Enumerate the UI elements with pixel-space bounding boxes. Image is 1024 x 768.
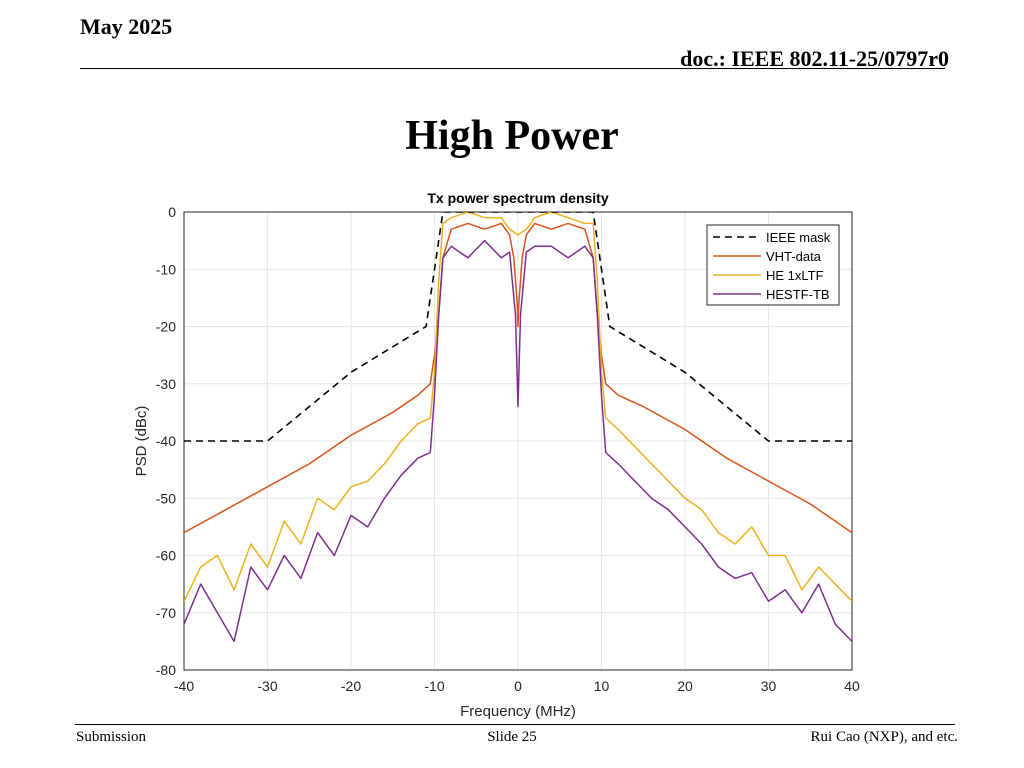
legend-label-he-1xltf: HE 1xLTF <box>766 268 824 283</box>
y-tick-label: -30 <box>156 376 176 392</box>
x-tick-label: 40 <box>844 678 860 694</box>
series-line-vht-data <box>184 222 852 534</box>
legend-label-hestf-tb: HESTF-TB <box>766 287 830 302</box>
legend-label-ieee-mask: IEEE mask <box>766 230 831 245</box>
series-line-ieee-mask <box>184 212 852 442</box>
x-tick-label: -10 <box>424 678 444 694</box>
slide-title: High Power <box>405 113 619 159</box>
series-layer <box>184 212 852 643</box>
x-tick-label: 20 <box>677 678 693 694</box>
chart-title: Tx power spectrum density <box>427 190 608 206</box>
y-tick-label: -10 <box>156 261 176 277</box>
y-axis-label: PSD (dBc) <box>133 406 150 477</box>
x-tick-label: -40 <box>174 678 194 694</box>
series-line-hestf-tb <box>184 239 852 643</box>
x-tick-label: 10 <box>594 678 610 694</box>
y-tick-label: -60 <box>156 548 176 564</box>
footer-author: Rui Cao (NXP), and etc. <box>810 729 958 745</box>
y-tick-label: 0 <box>168 204 176 220</box>
y-tick-label: -40 <box>156 433 176 449</box>
y-tick-label: -70 <box>156 605 176 621</box>
x-axis-label: Frequency (MHz) <box>460 703 576 720</box>
x-tick-label: -20 <box>341 678 361 694</box>
x-tick-label: -30 <box>257 678 277 694</box>
footer-submission: Submission <box>76 729 147 745</box>
header-date: May 2025 <box>80 14 173 39</box>
x-tick-label: 0 <box>514 678 522 694</box>
legend-box <box>706 224 840 306</box>
y-tick-label: -20 <box>156 319 176 335</box>
tick-labels: -40 -30 -20 -10 0 10 20 30 40 0 -10 -20 -30 -40 -50 -60… <box>156 204 860 694</box>
footer-divider <box>75 724 955 725</box>
series-line-he-1xltf <box>184 212 852 602</box>
legend: IEEE mask VHT-data HE 1xLTF HESTF-TB <box>706 224 840 306</box>
footer-slide-number: Slide 25 <box>487 729 537 745</box>
y-tick-label: -80 <box>156 662 176 678</box>
y-tick-label: -50 <box>156 490 176 506</box>
x-tick-label: 30 <box>761 678 777 694</box>
header-divider <box>80 68 945 69</box>
header-doc-id: doc.: IEEE 802.11-25/0797r0 <box>680 46 949 71</box>
legend-label-vht-data: VHT-data <box>766 249 822 264</box>
